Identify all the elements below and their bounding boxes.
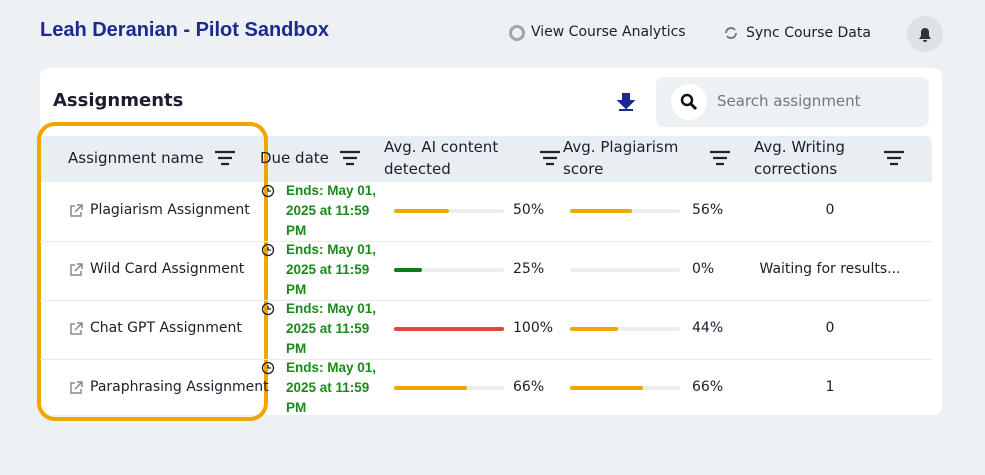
column-header: Assignment name — [68, 149, 204, 167]
analytics-icon — [509, 25, 525, 41]
edit-icon — [68, 203, 84, 219]
sort-icon[interactable] — [540, 150, 560, 166]
due-date: Ends: May 01, 2025 at 11:59 PM — [286, 301, 377, 356]
card-title: Assignments — [53, 90, 184, 111]
search-placeholder: Search assignment — [717, 92, 861, 110]
column-header: Avg. Writing corrections — [754, 138, 845, 178]
column-header: Avg. AI content detected — [384, 138, 499, 178]
assignment-link[interactable]: Paraphrasing Assignment — [90, 379, 269, 395]
sort-icon[interactable] — [710, 150, 730, 166]
percent-label: 25% — [513, 261, 545, 277]
due-date: Ends: May 01, 2025 at 11:59 PM — [286, 242, 377, 297]
assignment-link[interactable]: Plagiarism Assignment — [90, 202, 250, 218]
due-date: Ends: May 01, 2025 at 11:59 PM — [286, 360, 377, 415]
sort-icon[interactable] — [340, 150, 360, 166]
column-header: Due date — [260, 149, 329, 167]
notifications-button[interactable] — [907, 16, 943, 52]
table-header — [40, 136, 932, 182]
due-date: Ends: May 01, 2025 at 11:59 PM — [286, 183, 377, 238]
percent-label: 66% — [513, 379, 545, 395]
progress-fill — [394, 386, 467, 390]
progress-track — [570, 327, 680, 331]
edit-icon — [68, 262, 84, 278]
sync-button[interactable]: Sync Course Data — [746, 25, 871, 41]
clock-icon — [261, 301, 275, 316]
edit-icon — [68, 321, 84, 337]
percent-label: 50% — [513, 202, 545, 218]
percent-label: 56% — [692, 202, 724, 218]
download-button[interactable] — [616, 92, 636, 112]
clock-icon — [261, 183, 275, 198]
percent-label: 44% — [692, 320, 724, 336]
sort-icon[interactable] — [215, 150, 235, 166]
progress-track — [394, 209, 504, 213]
progress-fill — [394, 268, 422, 272]
column-header: Avg. Plagiarism score — [563, 138, 679, 178]
progress-fill — [394, 209, 449, 213]
row-divider — [40, 241, 932, 242]
progress-fill — [570, 327, 619, 331]
percent-label: 100% — [513, 320, 554, 336]
writing-corrections: 0 — [825, 320, 835, 336]
writing-corrections: 1 — [825, 379, 835, 395]
progress-fill — [570, 386, 643, 390]
assignment-link[interactable]: Wild Card Assignment — [90, 261, 245, 277]
page-title: Leah Deranian - Pilot Sandbox — [40, 19, 329, 41]
progress-fill — [570, 209, 632, 213]
clock-icon — [261, 360, 275, 375]
percent-label: 0% — [692, 261, 715, 277]
writing-corrections: Waiting for results... — [759, 261, 901, 277]
progress-track — [394, 327, 504, 331]
view-analytics-button[interactable]: View Course Analytics — [531, 24, 686, 40]
progress-track — [394, 268, 504, 272]
progress-track — [394, 386, 504, 390]
progress-track — [570, 386, 680, 390]
percent-label: 66% — [692, 379, 724, 395]
progress-track — [570, 209, 680, 213]
assignment-link[interactable]: Chat GPT Assignment — [90, 320, 242, 336]
search-icon — [671, 84, 707, 120]
edit-icon — [68, 380, 84, 396]
writing-corrections: 0 — [825, 202, 835, 218]
progress-track — [570, 268, 680, 272]
row-divider — [40, 300, 932, 301]
row-divider — [40, 359, 932, 360]
sync-icon — [725, 27, 737, 39]
clock-icon — [261, 242, 275, 257]
highlight-box — [37, 122, 268, 421]
sort-icon[interactable] — [884, 150, 904, 166]
progress-fill — [394, 327, 504, 331]
